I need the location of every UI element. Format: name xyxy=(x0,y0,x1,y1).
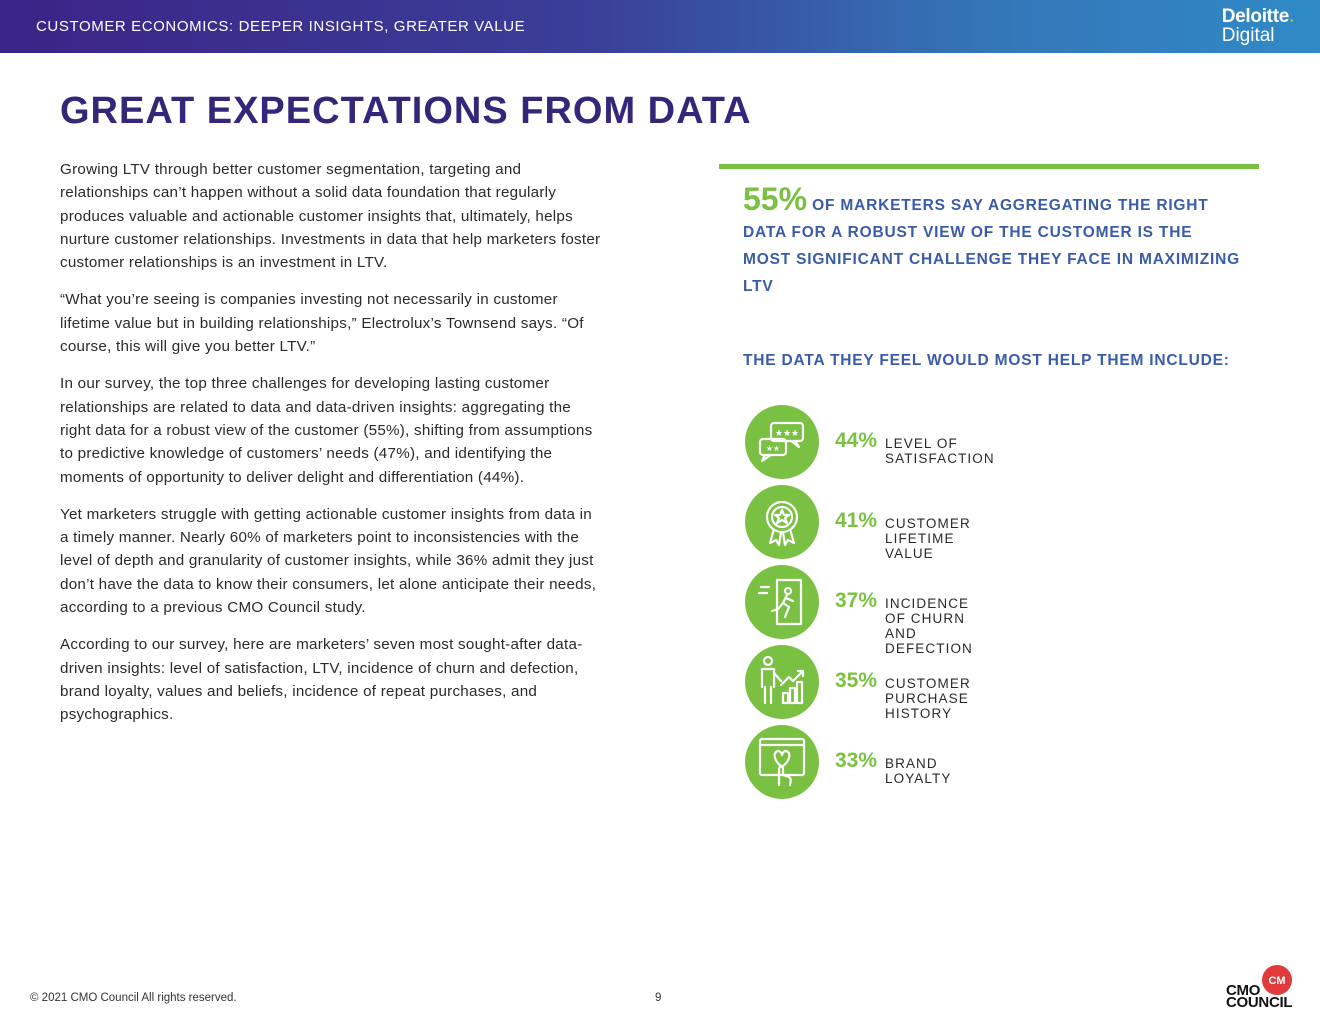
stat-percent: 33% xyxy=(834,749,877,772)
highlight-text: OF MARKETERS SAY AGGREGATING THE RIGHT D… xyxy=(743,197,1240,295)
green-divider xyxy=(719,164,1259,169)
deloitte-digital-logo: Deloitte. Digital xyxy=(1221,6,1295,46)
logo-deloitte-text: Deloitte xyxy=(1221,6,1290,27)
stat-label: LEVEL OF SATISFACTION xyxy=(885,436,995,466)
body-paragraph: Yet marketers struggle with getting acti… xyxy=(60,505,597,617)
highlight-stat: 55% OF MARKETERS SAY AGGREGATING THE RIG… xyxy=(743,183,1243,300)
page-number: 9 xyxy=(655,992,662,1004)
stat-percent: 41% xyxy=(834,509,877,532)
stat-percent: 35% xyxy=(834,669,877,692)
cmo-council-logo: CM CMO COUNCIL xyxy=(1224,963,1296,1011)
body-text-column: Growing LTV through better customer segm… xyxy=(60,158,605,741)
stat-label: BRAND LOYALTY xyxy=(885,756,952,786)
body-paragraph: According to our survey, here are market… xyxy=(60,636,583,724)
stat-percent: 37% xyxy=(834,589,877,612)
svg-text:CM: CM xyxy=(1268,975,1285,987)
stat-percent: 44% xyxy=(834,429,877,452)
stat-label: CUSTOMER PURCHASE HISTORY xyxy=(885,676,971,721)
header-title: CUSTOMER ECONOMICS: DEEPER INSIGHTS, GRE… xyxy=(36,18,526,35)
heart-hand-icon xyxy=(745,725,819,799)
exit-door-icon xyxy=(745,565,819,639)
cmo-logo-line1: CMO xyxy=(1226,982,1261,999)
cmo-logo-mark-icon: CM xyxy=(1262,965,1292,995)
award-ribbon-icon xyxy=(745,485,819,559)
highlight-percent: 55% xyxy=(743,181,808,217)
body-paragraph: Growing LTV through better customer segm… xyxy=(60,161,601,272)
body-paragraph: In our survey, the top three challenges … xyxy=(60,375,593,486)
svg-text:★★★: ★★★ xyxy=(775,429,799,439)
page-title: GREAT EXPECTATIONS FROM DATA xyxy=(60,90,752,132)
stats-subheading: THE DATA THEY FEEL WOULD MOST HELP THEM … xyxy=(743,352,1230,369)
stat-label: CUSTOMER LIFETIME VALUE xyxy=(885,516,971,561)
footer-copyright: © 2021 CMO Council All rights reserved. xyxy=(30,992,237,1004)
body-paragraph: “What you’re seeing is companies investi… xyxy=(60,291,584,356)
rating-chat-icon: ★★★ ★★ xyxy=(745,405,819,479)
header-bar: CUSTOMER ECONOMICS: DEEPER INSIGHTS, GRE… xyxy=(0,0,1320,53)
logo-dot: . xyxy=(1289,6,1294,27)
cmo-logo-line2: COUNCIL xyxy=(1226,994,1293,1011)
logo-digital-text: Digital xyxy=(1221,25,1275,46)
svg-text:★★: ★★ xyxy=(766,444,780,453)
growth-chart-icon xyxy=(745,645,819,719)
stat-label: INCIDENCE OF CHURN AND DEFECTION xyxy=(885,596,973,656)
